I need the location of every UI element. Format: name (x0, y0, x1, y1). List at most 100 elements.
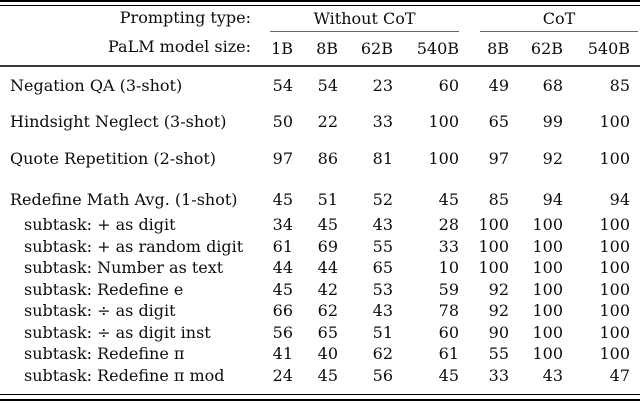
cell: 100 (532, 258, 564, 278)
cell: 100 (599, 301, 631, 321)
row-label: subtask: Number as text (24, 258, 224, 278)
row-label: subtask: ÷ as digit (24, 301, 176, 321)
cell: 10 (438, 258, 460, 278)
header-row-prompting-type: Prompting type: Without CoT CoT (0, 6, 640, 32)
cell: 34 (272, 215, 293, 235)
cell: 60 (438, 75, 460, 95)
col-header-cot-8b: 8B (459, 32, 510, 67)
cell: 100 (599, 149, 631, 168)
cell: 100 (599, 322, 631, 342)
results-table: Prompting type: Without CoT CoT PaLM mod… (0, 6, 640, 394)
cell: 85 (609, 75, 631, 95)
header-row-model-sizes: PaLM model size: 1B 8B 62B 540B 8B 62B 5… (0, 32, 640, 67)
cell: 65 (488, 112, 510, 131)
row-spacer (0, 386, 640, 394)
prompting-type-label: Prompting type: (119, 8, 251, 27)
cell: 78 (438, 301, 460, 321)
cell: 44 (317, 258, 338, 278)
cell: 62 (372, 344, 393, 364)
col-header-540b: 540B (393, 32, 460, 67)
cell: 100 (532, 301, 564, 321)
col-header-cot-540b: 540B (563, 32, 640, 67)
row-label: subtask: Redefine π mod (24, 365, 225, 385)
cell: 81 (372, 149, 393, 168)
cell: 92 (488, 301, 510, 321)
table-row: subtask: ÷ as digit 66 62 43 78 92 100 1… (0, 300, 640, 322)
cell: 97 (272, 149, 293, 168)
cell: 33 (438, 236, 460, 256)
cell: 42 (317, 279, 338, 299)
row-label: Hindsight Neglect (3-shot) (10, 112, 227, 131)
cell: 45 (272, 190, 293, 209)
cell: 100 (532, 236, 564, 256)
cell: 47 (609, 365, 631, 385)
cell: 24 (272, 365, 293, 385)
row-label: Quote Repetition (2-shot) (10, 149, 217, 168)
row-label: subtask: ÷ as digit inst (24, 322, 211, 342)
cell: 100 (478, 215, 510, 235)
cell: 100 (532, 279, 564, 299)
table-row: Redefine Math Avg. (1-shot) 45 51 52 45 … (0, 185, 640, 214)
cell: 22 (317, 112, 338, 131)
cell: 100 (478, 236, 510, 256)
cell: 53 (372, 279, 393, 299)
row-label: subtask: + as random digit (24, 236, 244, 256)
cell: 100 (599, 236, 631, 256)
group-without-cot-cell: Without CoT (253, 6, 460, 32)
cell: 28 (438, 215, 460, 235)
cell: 40 (317, 344, 338, 364)
row-label: subtask: + as digit (24, 215, 176, 235)
cell: 68 (542, 75, 564, 95)
cell: 45 (317, 215, 338, 235)
cell: 43 (542, 365, 564, 385)
col-header-8b: 8B (293, 32, 338, 67)
cell: 94 (542, 190, 564, 209)
cell: 90 (488, 322, 510, 342)
table-top-double-rule (0, 0, 640, 6)
table-row: subtask: Redefine π 41 40 62 61 55 100 1… (0, 343, 640, 365)
cell: 100 (532, 322, 564, 342)
cell: 61 (272, 236, 293, 256)
cell: 45 (438, 190, 460, 209)
col-header-1b: 1B (253, 32, 293, 67)
cell: 62 (317, 301, 338, 321)
table-row: subtask: + as digit 34 45 43 28 100 100 … (0, 214, 640, 236)
col-header-cot-62b: 62B (509, 32, 564, 67)
cell: 54 (317, 75, 338, 95)
cell: 100 (532, 344, 564, 364)
cell: 41 (272, 344, 293, 364)
cell: 92 (542, 149, 564, 168)
table-row: Quote Repetition (2-shot) 97 86 81 100 9… (0, 140, 640, 177)
row-label: Negation QA (3-shot) (10, 75, 183, 95)
cell: 45 (272, 279, 293, 299)
cell: 55 (372, 236, 393, 256)
cell: 86 (317, 149, 338, 168)
cell: 56 (372, 365, 393, 385)
cell: 56 (272, 322, 293, 342)
cell: 52 (372, 190, 393, 209)
cell: 100 (599, 344, 631, 364)
cell: 33 (488, 365, 510, 385)
row-spacer (0, 177, 640, 185)
cell: 50 (272, 112, 293, 131)
cell: 100 (599, 279, 631, 299)
cell: 100 (428, 149, 460, 168)
table-row: subtask: Redefine π mod 24 45 56 45 33 4… (0, 365, 640, 387)
cell: 43 (372, 215, 393, 235)
cell: 65 (317, 322, 338, 342)
cell: 92 (488, 279, 510, 299)
cell: 43 (372, 301, 393, 321)
table-row: Negation QA (3-shot) 54 54 23 60 49 68 8… (0, 66, 640, 103)
cell: 85 (488, 190, 510, 209)
cell: 51 (317, 190, 338, 209)
cell: 66 (272, 301, 293, 321)
cell: 100 (532, 215, 564, 235)
col-header-62b: 62B (338, 32, 393, 67)
table-row: subtask: + as random digit 61 69 55 33 1… (0, 236, 640, 258)
cell: 65 (372, 258, 393, 278)
table-row: Hindsight Neglect (3-shot) 50 22 33 100 … (0, 103, 640, 140)
row-label: Redefine Math Avg. (1-shot) (10, 190, 238, 209)
cell: 60 (438, 322, 460, 342)
table-row: subtask: ÷ as digit inst 56 65 51 60 90 … (0, 322, 640, 344)
